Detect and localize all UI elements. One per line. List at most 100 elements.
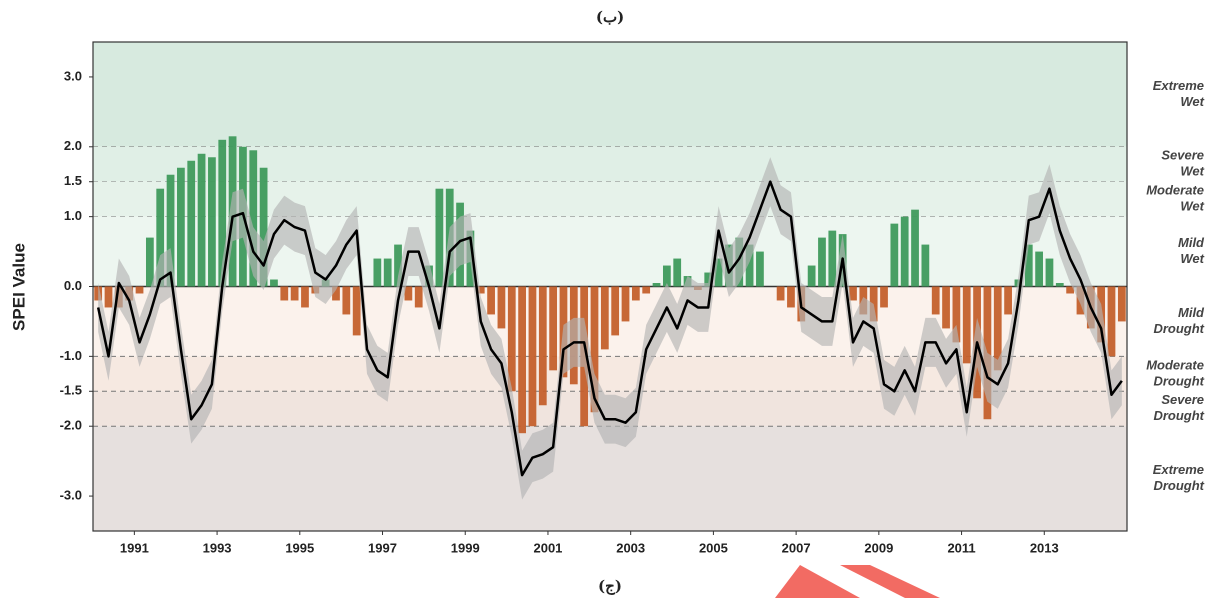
bar	[394, 244, 402, 287]
bar	[373, 258, 382, 287]
y-axis-label: SPEI Value	[9, 243, 28, 331]
band-label: Wet	[1180, 251, 1204, 266]
bar	[880, 286, 888, 308]
bar	[332, 286, 340, 301]
x-tick-label: 2003	[616, 540, 645, 555]
bar	[590, 286, 599, 413]
x-tick-label: 2001	[533, 540, 562, 555]
y-tick-label: 3.0	[64, 68, 82, 83]
band	[93, 42, 1127, 147]
bar	[352, 286, 361, 336]
bar	[662, 265, 671, 287]
bar	[549, 286, 558, 371]
bar	[704, 272, 713, 287]
bar	[1035, 251, 1043, 287]
band-label: Drought	[1153, 408, 1204, 423]
bar	[487, 286, 495, 315]
bar	[290, 286, 299, 301]
bar	[342, 286, 351, 315]
spei-line	[96, 180, 1123, 477]
bar	[931, 286, 940, 315]
bar	[249, 150, 258, 287]
bar	[600, 286, 609, 350]
band-label: Drought	[1153, 478, 1204, 493]
band-label: Extreme	[1153, 78, 1204, 93]
bar	[1066, 286, 1075, 294]
bar	[538, 286, 547, 406]
x-tick-label: 2013	[1030, 540, 1059, 555]
bar	[1055, 283, 1064, 287]
bar	[135, 286, 144, 294]
bar	[962, 286, 971, 364]
bar	[1117, 286, 1126, 322]
bar	[259, 167, 268, 287]
band-label: Extreme	[1153, 462, 1204, 477]
bar	[652, 283, 661, 287]
watermark	[775, 565, 860, 598]
y-tick-label: 1.0	[64, 208, 82, 223]
band-label: Mild	[1178, 235, 1205, 250]
y-tick-label: 1.5	[64, 173, 82, 188]
band-label: Moderate	[1146, 357, 1204, 372]
y-tick-label: 0.0	[64, 278, 82, 293]
bar	[714, 258, 723, 287]
band	[93, 426, 1127, 531]
x-tick-label: 1997	[368, 540, 397, 555]
bar	[166, 174, 175, 287]
bar	[745, 244, 754, 287]
bar	[849, 286, 857, 301]
watermark	[840, 565, 940, 598]
bar	[145, 237, 154, 287]
x-tick-label: 2005	[699, 540, 728, 555]
y-tick-label: -3.0	[60, 488, 82, 503]
bar	[497, 286, 506, 329]
bar	[518, 286, 526, 434]
bar	[921, 244, 930, 287]
bar	[1045, 258, 1054, 287]
bar	[911, 209, 919, 287]
y-tick-label: 2.0	[64, 138, 82, 153]
bar	[828, 230, 837, 287]
band-label: Severe	[1161, 148, 1204, 163]
band-label: Severe	[1161, 392, 1204, 407]
band-label: Drought	[1153, 321, 1204, 336]
bar	[187, 160, 196, 287]
bar	[1024, 244, 1033, 287]
x-tick-label: 2011	[947, 540, 975, 555]
bar	[611, 286, 620, 336]
bands	[93, 42, 1127, 531]
bar	[104, 286, 113, 308]
band	[93, 286, 1127, 357]
bar	[435, 188, 444, 287]
bar	[952, 286, 961, 343]
bar	[1107, 286, 1116, 357]
bar	[404, 286, 413, 301]
bar	[177, 167, 185, 287]
bar	[218, 139, 227, 287]
uncertainty-band	[98, 157, 1122, 500]
bar	[280, 286, 289, 301]
x-tick-label: 1993	[203, 540, 232, 555]
y-tick-label: -2.0	[60, 418, 82, 433]
bar	[476, 286, 485, 294]
band-label: Mild	[1178, 305, 1205, 320]
bar	[270, 279, 278, 287]
bar	[993, 286, 1002, 371]
bar	[383, 258, 392, 287]
band-label: Wet	[1180, 199, 1204, 214]
x-tick-label: 1995	[285, 540, 314, 555]
bar	[890, 223, 899, 287]
x-tick-label: 2007	[782, 540, 811, 555]
y-tick-label: -1.5	[60, 383, 82, 398]
bar	[673, 258, 682, 287]
band-label: Drought	[1153, 373, 1204, 388]
bar	[208, 157, 216, 287]
x-tick-label: 1991	[120, 540, 149, 555]
band-label: Moderate	[1146, 183, 1204, 198]
bar	[621, 286, 630, 322]
bar	[642, 286, 651, 294]
bar	[756, 251, 764, 287]
band	[93, 146, 1127, 182]
bar	[301, 286, 309, 308]
